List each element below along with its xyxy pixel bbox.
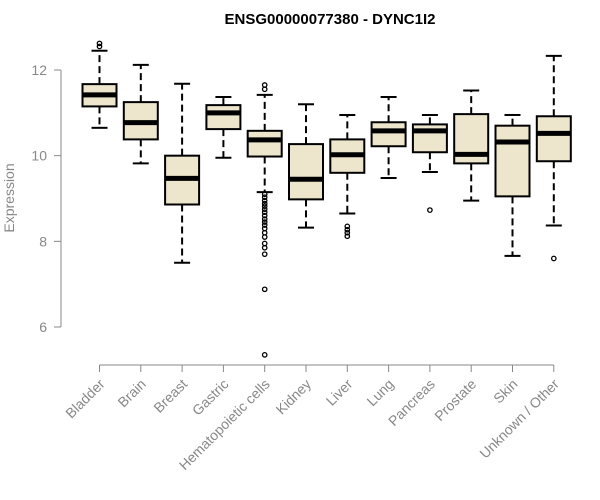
x-tick-label: Brain xyxy=(114,376,148,410)
outlier-point xyxy=(344,229,351,236)
box-bladder xyxy=(81,40,118,129)
box-lung xyxy=(370,95,407,179)
outlier-point xyxy=(261,212,268,219)
x-tick-label: Lung xyxy=(363,376,396,409)
box-liver xyxy=(329,113,366,240)
iqr-box xyxy=(494,124,531,198)
outlier-point xyxy=(261,219,268,225)
outlier-point xyxy=(96,43,103,50)
outlier-point xyxy=(261,244,268,251)
x-tick-label: Prostate xyxy=(431,376,479,424)
outlier-point xyxy=(261,200,268,207)
iqr-box xyxy=(535,115,572,163)
box-breast xyxy=(164,82,201,264)
box-brain xyxy=(122,63,159,165)
box-hematopoietic-cells xyxy=(246,82,283,358)
iqr-box xyxy=(288,143,324,201)
box-pancreas xyxy=(411,113,448,213)
outlier-point xyxy=(261,234,268,240)
outlier-point xyxy=(96,40,103,47)
outlier-point xyxy=(261,197,268,204)
y-tick-label: 10 xyxy=(31,148,47,164)
boxes xyxy=(81,40,572,358)
outlier-point xyxy=(261,82,268,88)
outlier-point xyxy=(344,233,351,240)
box-prostate xyxy=(453,89,490,202)
iqr-box xyxy=(246,129,283,158)
box-skin xyxy=(494,113,531,257)
x-tick-label: Kidney xyxy=(273,376,315,418)
outlier-point xyxy=(261,222,268,228)
y-axis: 6 8 10 12 xyxy=(31,62,62,335)
outlier-point xyxy=(344,226,351,233)
y-tick-label: 6 xyxy=(39,319,47,335)
outlier-point xyxy=(261,194,268,201)
outlier-point xyxy=(261,216,268,222)
outlier-point xyxy=(344,223,351,230)
iqr-box xyxy=(205,104,242,131)
y-tick-label: 8 xyxy=(39,233,47,249)
iqr-box xyxy=(370,121,407,148)
x-tick-label: Skin xyxy=(490,376,521,407)
x-tick-label: Bladder xyxy=(62,376,108,422)
chart-title: ENSG00000077380 - DYNC1I2 xyxy=(225,11,436,28)
y-axis-label: Expression xyxy=(1,163,17,232)
outlier-point xyxy=(427,207,433,213)
y-tick-label: 12 xyxy=(31,62,47,78)
x-tick-label: Liver xyxy=(323,376,356,409)
box-kidney xyxy=(288,103,324,229)
outlier-point xyxy=(550,255,557,262)
x-tick-label: Breast xyxy=(150,376,190,416)
outlier-point xyxy=(261,209,268,216)
box-gastric xyxy=(205,95,242,159)
outlier-point xyxy=(261,203,268,210)
outlier-point xyxy=(261,351,268,358)
outlier-point xyxy=(261,251,268,258)
box-unknown-other xyxy=(535,54,572,262)
outlier-point xyxy=(261,286,268,293)
outlier-point xyxy=(261,206,268,213)
outlier-point xyxy=(261,191,268,198)
